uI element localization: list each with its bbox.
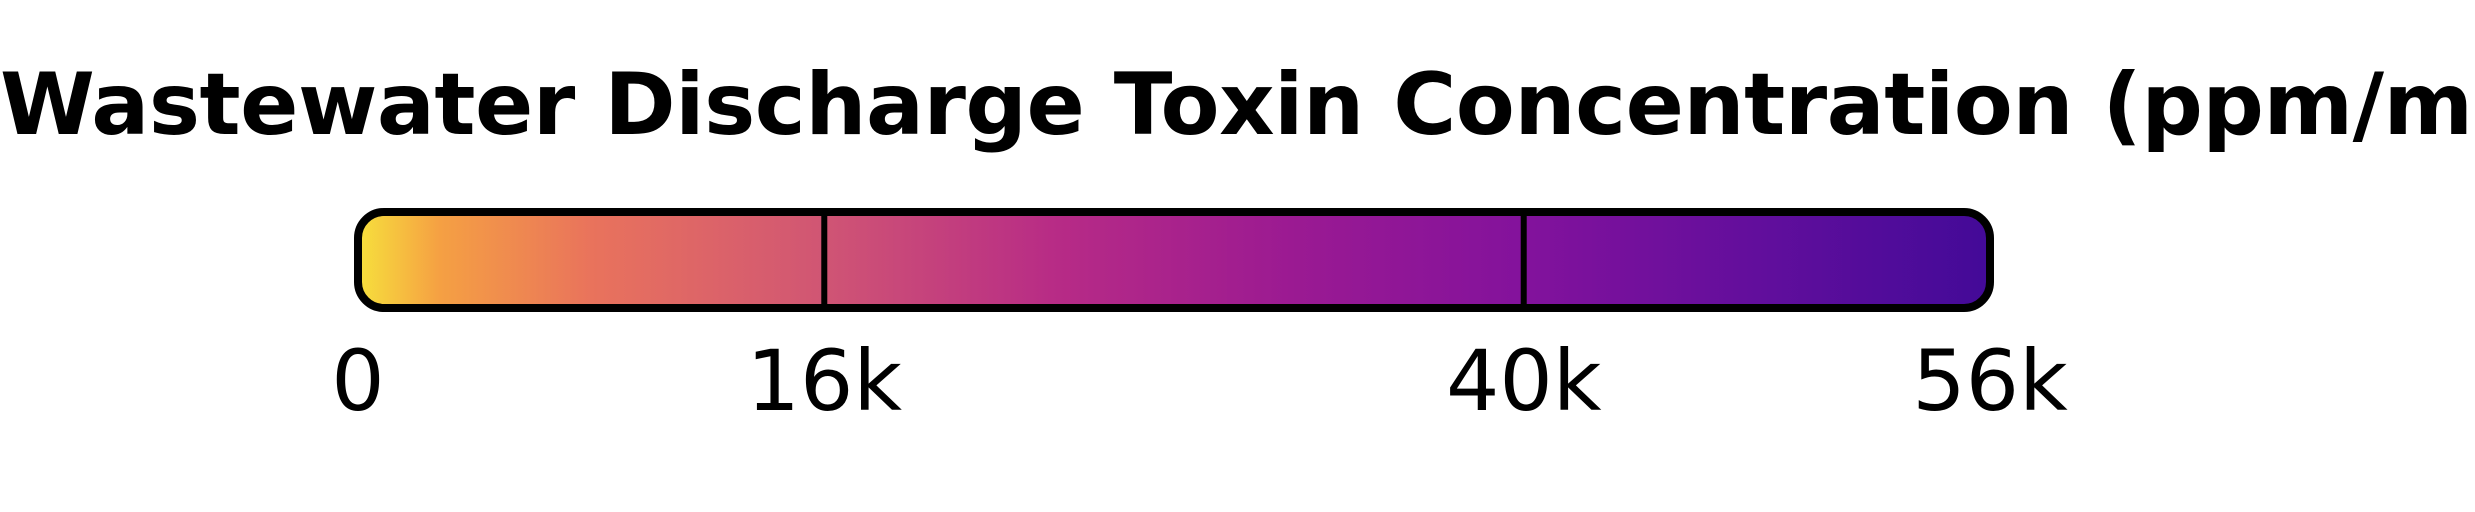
legend-title: Wastewater Discharge Toxin Concentration… [0, 55, 2475, 155]
colorbar-border [354, 208, 1994, 312]
tick-label: 16k [747, 332, 903, 430]
colorbar-fill [358, 212, 1990, 308]
tick-label: 56k [1912, 332, 2068, 430]
tick-label: 40k [1446, 332, 1602, 430]
tick-label: 0 [331, 332, 384, 430]
